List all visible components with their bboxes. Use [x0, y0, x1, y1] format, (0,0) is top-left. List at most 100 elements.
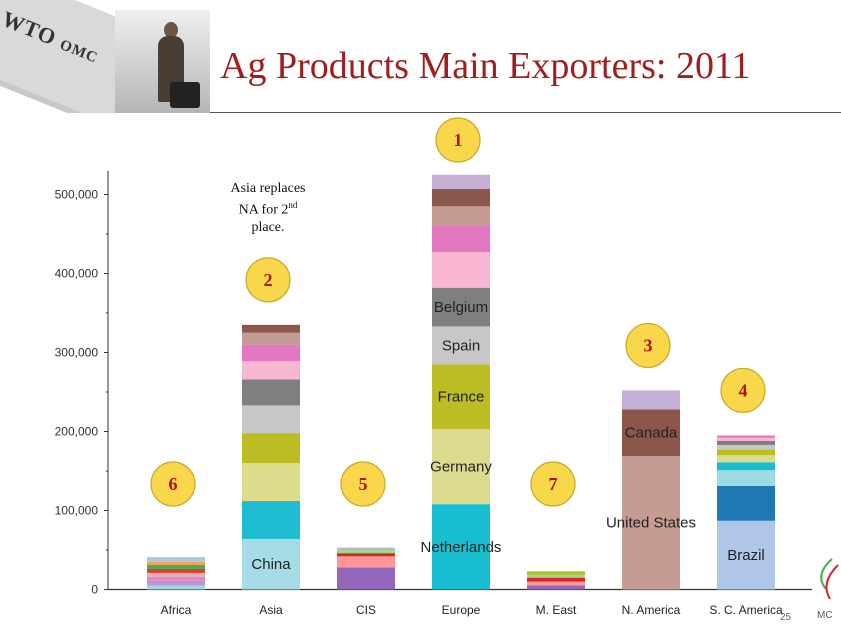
bar-segment — [717, 435, 775, 438]
y-tick-label: 500,000 — [55, 188, 99, 202]
bar-segment — [432, 429, 490, 505]
bar-segment — [242, 405, 300, 434]
title-divider — [210, 112, 841, 113]
bar-segment — [147, 565, 205, 569]
y-tick-label: 400,000 — [55, 267, 99, 281]
bar-segment — [242, 361, 300, 380]
bar-segment — [147, 580, 205, 586]
wto-logo-image: WTO OMC — [0, 0, 210, 113]
bar-segment — [717, 470, 775, 487]
rank-number: 4 — [739, 380, 748, 400]
bar-segment — [147, 557, 205, 562]
bar-segment — [337, 550, 395, 554]
x-tick-label: Africa — [161, 603, 192, 617]
y-tick-label: 100,000 — [55, 504, 99, 518]
rank-number: 1 — [454, 130, 463, 150]
bar-segment — [527, 574, 585, 578]
segment-label: United States — [606, 515, 696, 532]
x-tick-label: Europe — [442, 603, 481, 617]
bar-segment — [717, 462, 775, 471]
bar-segment — [337, 553, 395, 557]
page-number: 25 — [780, 612, 792, 623]
segment-label: Germany — [430, 459, 492, 476]
y-tick-label: 200,000 — [55, 425, 99, 439]
bar-segment — [147, 568, 205, 573]
rank-badges: 6 2 5 1 7 3 4 — [150, 117, 766, 507]
bar-segment — [337, 567, 395, 590]
annotation-line-1: Asia replaces — [230, 181, 306, 196]
bar-segment — [527, 585, 585, 590]
bar-segment — [717, 455, 775, 463]
slide-title: Ag Products Main Exporters: 2011 — [220, 45, 751, 87]
x-tick-label: Asia — [259, 603, 283, 617]
annotation-line-2: NA for 2nd — [212, 197, 324, 219]
bar-segment — [432, 174, 490, 189]
bar-segment — [527, 577, 585, 582]
bar-segment — [147, 585, 205, 590]
x-tick-label: S. C. America — [709, 603, 783, 617]
bar-segment — [432, 225, 490, 253]
segment-label: Brazil — [727, 547, 765, 564]
rank-badge — [530, 461, 576, 507]
y-tick-label: 300,000 — [55, 346, 99, 360]
rank-number: 2 — [264, 270, 273, 290]
bar-segment — [242, 324, 300, 333]
x-tick-label: N. America — [622, 603, 681, 617]
bar-segment — [622, 455, 680, 590]
bar-segment — [717, 437, 775, 441]
bar-segment — [432, 206, 490, 226]
bar-segment — [717, 440, 775, 445]
annotation-line-3: place. — [251, 219, 285, 235]
rank-badge — [340, 461, 386, 507]
deco-red-curve — [825, 564, 839, 600]
bar-segment — [432, 364, 490, 430]
bar-segment — [432, 188, 490, 207]
bar-segment — [242, 344, 300, 362]
suitcase-icon — [170, 82, 200, 108]
rank-number: 5 — [359, 474, 368, 494]
bar-segment — [337, 556, 395, 568]
bar-segment — [147, 561, 205, 566]
corner-decoration — [820, 558, 839, 600]
rank-badge — [150, 461, 196, 507]
rank-number: 3 — [644, 335, 653, 355]
y-tick-label: 0 — [91, 583, 98, 597]
rank-badge — [435, 117, 481, 163]
bar-segment — [717, 444, 775, 450]
person-head — [164, 22, 178, 38]
bar-segment — [242, 501, 300, 539]
rank-badge — [720, 367, 766, 414]
annotation-note: Asia replaces NA for 2nd place. — [212, 180, 324, 236]
annotation-line-2-text: NA for 2 — [238, 202, 289, 218]
segment-label: Belgium — [434, 299, 488, 316]
bar-segment — [432, 287, 490, 327]
bar-segment — [432, 504, 490, 590]
bar-segment — [147, 572, 205, 577]
bar-segment — [242, 538, 300, 590]
bar-segment — [622, 390, 680, 410]
deco-green-curve — [820, 558, 833, 590]
bar-segment — [717, 449, 775, 456]
segment-label: Spain — [442, 337, 480, 354]
annotation-line-2-sup: nd — [288, 200, 298, 210]
corner-text: MC — [817, 610, 833, 621]
bar-segment — [527, 581, 585, 586]
segment-label: France — [438, 389, 485, 406]
segment-label: Netherlands — [421, 539, 502, 556]
rank-number: 7 — [549, 474, 558, 494]
bar-segment — [242, 463, 300, 502]
bar-segment — [622, 409, 680, 456]
bar-segment — [242, 332, 300, 345]
bar-segment — [432, 252, 490, 288]
x-tick-label: M. East — [536, 603, 577, 617]
bar-segment — [432, 326, 490, 365]
x-tick-label: CIS — [356, 603, 376, 617]
rank-number: 6 — [169, 474, 178, 494]
rank-badge — [625, 322, 671, 369]
chart-bars — [147, 174, 775, 590]
bar-segment — [147, 576, 205, 581]
bar-segment — [242, 379, 300, 406]
bar-segment — [242, 433, 300, 464]
rank-badge — [245, 257, 291, 303]
